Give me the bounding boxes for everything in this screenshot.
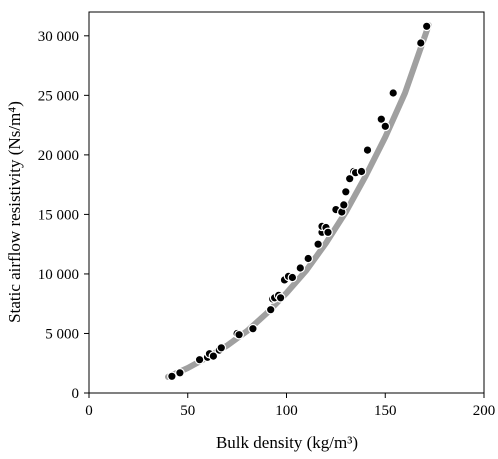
axes: 0 50 100 150 200 0 5 000 10 000 15 000 20 000 25 0… [38, 11, 496, 419]
data-point [275, 292, 286, 303]
data-point [376, 114, 387, 124]
data-point [216, 342, 227, 353]
plot-area [165, 21, 432, 382]
y-tick-label: 15 000 [38, 207, 79, 223]
y-axis-label: Static airflow resistivity (Ns/m⁴) [5, 101, 24, 323]
y-tick-label: 25 000 [38, 88, 79, 104]
data-point [208, 351, 219, 361]
y-tick-label: 10 000 [38, 267, 79, 283]
data-point [265, 304, 276, 315]
y-tick-label: 20 000 [38, 148, 79, 164]
data-point [421, 21, 432, 32]
data-point [194, 354, 205, 365]
data-point [380, 121, 391, 132]
data-point [415, 38, 426, 48]
data-point [313, 239, 323, 249]
data-point [295, 263, 306, 273]
data-point [356, 166, 367, 177]
y-tick-label: 30 000 [38, 29, 79, 45]
x-axis-label: Bulk density (kg/m³) [216, 433, 358, 452]
data-point [287, 272, 298, 283]
x-tick-label: 150 [374, 403, 397, 419]
data-point [340, 187, 351, 197]
data-point [234, 329, 244, 340]
y-tick-label: 5 000 [45, 326, 79, 342]
x-tick-label: 0 [85, 403, 93, 419]
data-point [362, 145, 373, 155]
data-point [303, 253, 313, 264]
fit-curve [165, 22, 432, 380]
x-tick-label: 100 [275, 403, 298, 419]
y-tick-label: 0 [72, 386, 80, 402]
data-point [248, 323, 258, 334]
data-point [167, 371, 177, 382]
data-point [388, 88, 398, 98]
data-point [344, 173, 355, 184]
data-point [175, 367, 185, 378]
data-point [338, 200, 349, 210]
plot-frame [88, 11, 485, 394]
x-tick-label: 50 [180, 403, 195, 419]
data-point [323, 227, 333, 238]
x-tick-label: 200 [473, 403, 496, 419]
